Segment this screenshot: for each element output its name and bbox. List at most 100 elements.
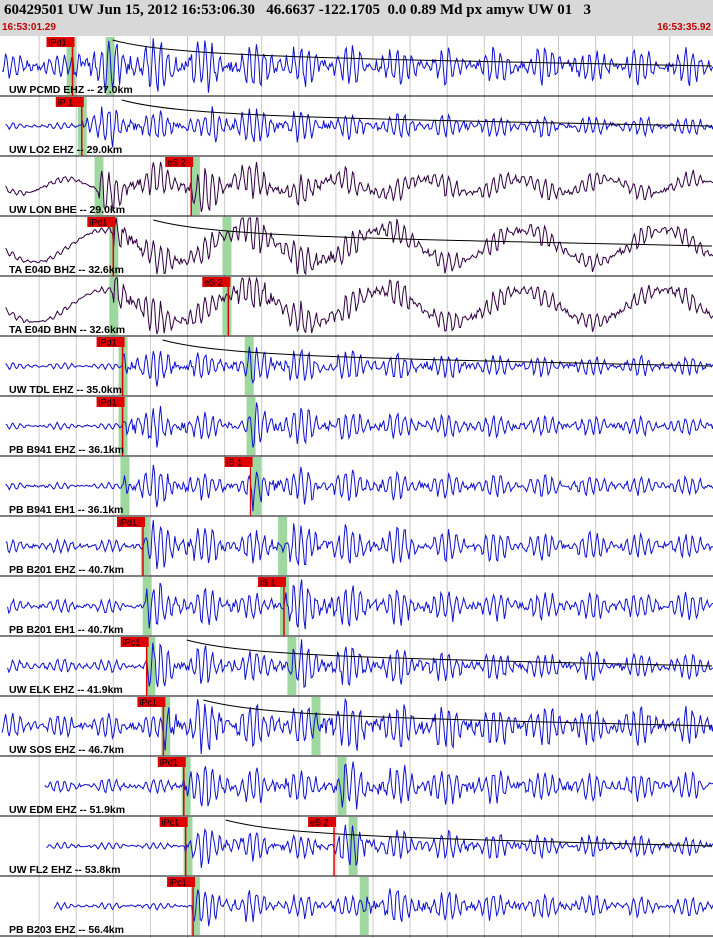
station-label: TA E04D BHN -- 32.6km (9, 324, 125, 336)
pick-flag (159, 817, 188, 827)
trace-row[interactable]: iPd1 UW EDM EHZ -- 51.9km (0, 757, 713, 817)
station-label: UW SOS EHZ -- 46.7km (9, 744, 124, 756)
pick-label: iPd1 (99, 338, 117, 348)
event-title: 60429501 UW Jun 15, 2012 16:53:06.30 46.… (4, 2, 591, 18)
arrival-band (190, 877, 200, 935)
station-label: PB B201 EHZ -- 40.7km (9, 564, 124, 576)
trace-row[interactable]: iPd1 PB B201 EHZ -- 40.7km (0, 517, 713, 577)
pick-label: eS 2 (204, 278, 223, 288)
pick-label: iPc1 (139, 698, 157, 708)
station-label: UW FL2 EHZ -- 53.8km (9, 864, 120, 876)
pick-label: iPc1 (162, 818, 180, 828)
trace-row[interactable]: eS 2 UW LON BHE -- 29.0km (0, 157, 713, 217)
trace-list: iPd1 UW PCMD EHZ -- 27.0km iP 1 UW LO2 EHZ … (0, 37, 713, 937)
coda-decay-curve (186, 639, 713, 667)
station-label: PB B941 EHZ -- 36.1km (9, 444, 124, 456)
trace-row[interactable]: iP 1 UW LO2 EHZ -- 29.0km (0, 97, 713, 157)
pick-flag (55, 97, 84, 107)
pick-label: iPd1 (119, 518, 137, 528)
pick-label: iP 1 (58, 98, 73, 108)
arrival-band (190, 157, 200, 215)
pick-flag (96, 397, 125, 407)
pick-label: iPd1 (48, 38, 66, 48)
pick-flag (202, 277, 231, 287)
coda-decay-curve (121, 99, 713, 127)
station-label: TA E04D BHZ -- 32.6km (9, 264, 124, 276)
station-label: PB B941 EH1 -- 36.1km (9, 504, 123, 516)
arrival-band (252, 457, 262, 515)
waveform (44, 761, 713, 810)
pick-flag (224, 457, 253, 467)
arrival-band (278, 517, 288, 575)
arrival-band (311, 697, 321, 755)
station-label: UW PCMD EHZ -- 27.0km (9, 84, 133, 96)
trace-row[interactable]: iPd1 TA E04D BHZ -- 32.6km (0, 217, 713, 277)
pick-label: iPd1 (89, 218, 107, 228)
station-label: UW LON BHE -- 29.0km (9, 204, 125, 216)
pick-flag (137, 697, 166, 707)
arrival-band (348, 817, 358, 875)
trace-row[interactable]: iPc1 PB B203 EHZ -- 56.4km (0, 877, 713, 937)
arrival-band (244, 337, 254, 395)
waveform (5, 520, 713, 569)
arrival-band (142, 577, 152, 635)
waveform (5, 161, 713, 213)
arrival-band (109, 277, 119, 335)
pick-flag (46, 37, 75, 47)
arrival-band (120, 457, 130, 515)
trace-row[interactable]: iPd1 UW TDL EHZ -- 35.0km (0, 337, 713, 397)
trace-row[interactable]: iPd1 UW PCMD EHZ -- 27.0km (0, 37, 713, 97)
pick-flag (116, 517, 145, 527)
station-label: UW EDM EHZ -- 51.9km (9, 804, 125, 816)
pick-label: iS 1 (227, 458, 243, 468)
end-time-label: 16:53:35.92 (657, 22, 711, 33)
arrival-band (105, 37, 115, 95)
arrival-band (140, 517, 150, 575)
pick-label: eS 2 (167, 158, 186, 168)
waveform (5, 346, 713, 387)
waveform (5, 464, 713, 512)
pick-label: eS 2 (310, 818, 329, 828)
seismogram-panel[interactable]: iPd1 UW PCMD EHZ -- 27.0km iP 1 UW LO2 EHZ … (0, 36, 713, 938)
trace-row[interactable]: iPc1 eS 2 UW FL2 EHZ -- 53.8km (0, 817, 713, 877)
pick-label: iPd1 (160, 758, 178, 768)
pick-flag (167, 877, 196, 887)
pick-label: iS 1 (260, 578, 276, 588)
trace-row[interactable]: eS 2 TA E04D BHN -- 32.6km (0, 276, 713, 337)
pick-flag (257, 577, 286, 587)
pick-flag (157, 757, 186, 767)
coda-decay-curve (153, 219, 713, 247)
arrival-band (66, 37, 76, 95)
arrival-band (161, 697, 171, 755)
arrival-band (146, 637, 156, 695)
station-label: UW ELK EHZ -- 41.9km (9, 684, 123, 696)
trace-row[interactable]: iPc1 UW ELK EHZ -- 41.9km (0, 637, 713, 697)
pick-flag (96, 337, 125, 347)
waveform (1, 38, 713, 93)
station-label: UW LO2 EHZ -- 29.0km (9, 144, 122, 156)
trace-row[interactable]: iS 1 PB B941 EH1 -- 36.1km (0, 457, 713, 517)
arrival-band (222, 217, 232, 275)
coda-decay-curve (112, 39, 713, 67)
station-label: PB B203 EHZ -- 56.4km (9, 924, 124, 936)
waveform (53, 888, 713, 927)
arrival-band (359, 877, 369, 935)
pick-flag (87, 217, 116, 227)
waveform (7, 639, 713, 689)
trace-row[interactable]: iS 1 PB B201 EH1 -- 40.7km (0, 577, 713, 637)
pick-flag (165, 157, 194, 167)
waveform (7, 579, 713, 630)
trace-row[interactable]: iPd1 PB B941 EHZ -- 36.1km (0, 397, 713, 457)
station-label: PB B201 EH1 -- 40.7km (9, 624, 123, 636)
waveform (5, 402, 713, 448)
waveform (1, 697, 713, 755)
waveform (5, 276, 713, 335)
pick-flag (120, 637, 149, 647)
arrival-band (222, 277, 232, 335)
trace-row[interactable]: iPc1 UW SOS EHZ -- 46.7km (0, 697, 713, 757)
pick-label: iPc1 (123, 638, 141, 648)
coda-decay-curve (225, 819, 713, 847)
start-time-label: 16:53:01.29 (2, 22, 56, 33)
coda-decay-curve (203, 699, 713, 727)
waveform (5, 217, 713, 276)
